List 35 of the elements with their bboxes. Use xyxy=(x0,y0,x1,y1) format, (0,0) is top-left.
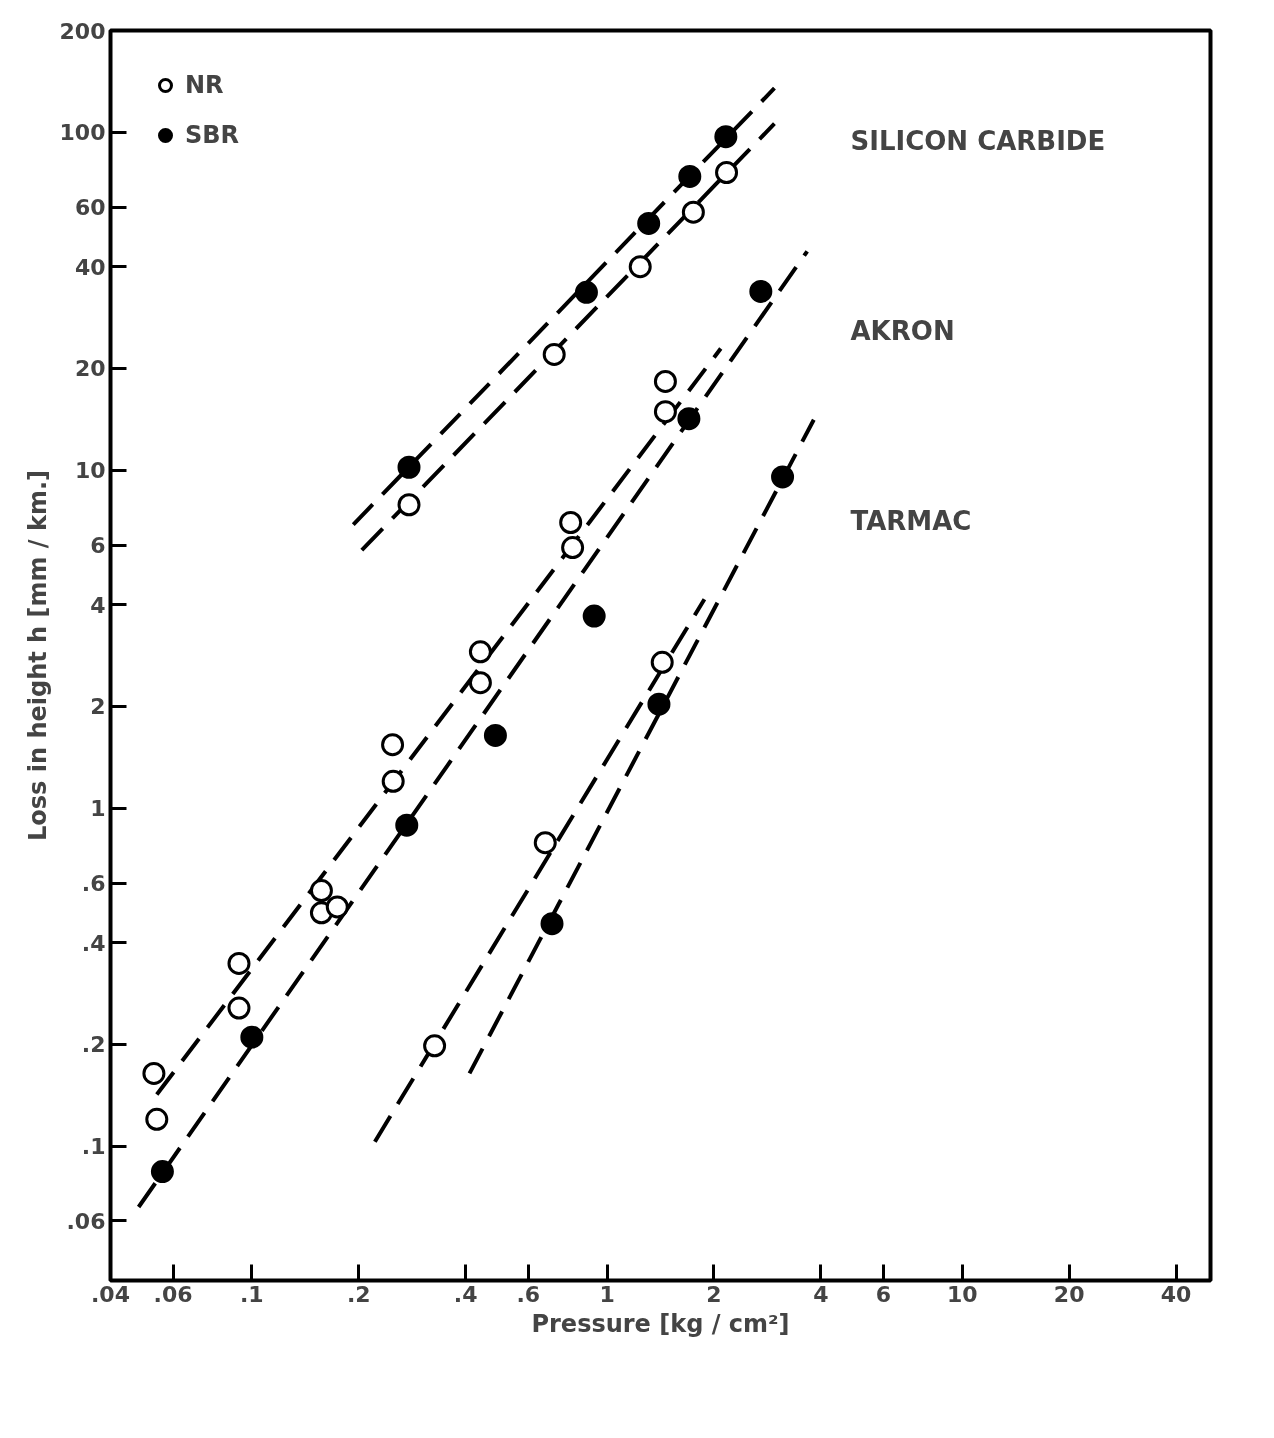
y-tick-label: .6 xyxy=(81,871,106,897)
x-tick-label: .06 xyxy=(153,1281,193,1307)
y-tick-label: 40 xyxy=(74,254,106,280)
x-tick-label: 6 xyxy=(875,1281,892,1307)
x-tick-label: 10 xyxy=(946,1281,978,1307)
annotation: AKRON xyxy=(850,315,955,346)
y-tick-label: .4 xyxy=(81,930,106,956)
x-tick-label: .1 xyxy=(240,1281,264,1307)
x-tick-label: 20 xyxy=(1053,1281,1085,1307)
legend-label: SBR xyxy=(185,121,240,149)
x-tick-label: .04 xyxy=(91,1281,130,1307)
y-tick-label: 100 xyxy=(59,120,106,146)
x-tick-label: .2 xyxy=(346,1281,371,1307)
legend-label: NR xyxy=(185,71,224,99)
x-axis-title: Pressure [kg / cm²] xyxy=(531,1309,790,1338)
annotation: TARMAC xyxy=(850,505,972,536)
y-tick-label: .1 xyxy=(81,1134,106,1160)
y-tick-label: 1 xyxy=(90,796,106,822)
y-tick-label: .2 xyxy=(81,1032,106,1058)
x-tick-label: .4 xyxy=(453,1281,478,1307)
x-tick-label: 4 xyxy=(813,1281,829,1307)
y-tick-label: 10 xyxy=(74,458,106,484)
y-tick-label: .06 xyxy=(66,1208,106,1234)
y-tick-label: 2 xyxy=(90,694,106,720)
y-tick-label: 6 xyxy=(90,533,106,559)
y-tick-label: 4 xyxy=(90,592,106,618)
y-axis-title: Loss in height h [mm / km.] xyxy=(23,469,52,842)
x-tick-label: .6 xyxy=(516,1281,541,1307)
x-tick-label: 1 xyxy=(599,1281,615,1307)
y-tick-label: 20 xyxy=(74,356,106,382)
y-tick-label: 200 xyxy=(59,18,106,44)
x-tick-label: 2 xyxy=(706,1281,722,1307)
y-tick-label: 60 xyxy=(74,195,106,221)
x-tick-label: 40 xyxy=(1160,1281,1192,1307)
annotation: SILICON CARBIDE xyxy=(850,125,1106,156)
